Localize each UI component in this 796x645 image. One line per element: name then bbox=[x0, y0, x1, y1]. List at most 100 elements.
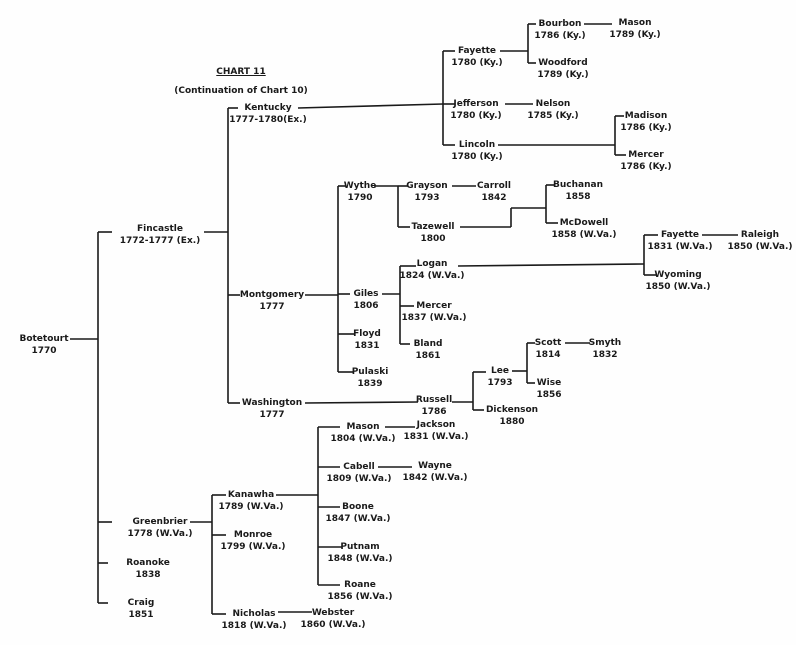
county-name: Tazewell bbox=[411, 222, 455, 232]
county-node-kanawha: Kanawha 1789 (W.Va.) bbox=[219, 489, 284, 513]
county-date: 1831 (W.Va.) bbox=[647, 242, 713, 252]
county-node-bland: Bland 1861 bbox=[414, 338, 443, 362]
county-node-carroll: Carroll 1842 bbox=[477, 180, 511, 204]
county-name: Logan bbox=[416, 259, 448, 269]
county-node-lincoln: Lincoln 1780 (Ky.) bbox=[451, 139, 502, 163]
county-node-monroe: Monroe 1799 (W.Va.) bbox=[221, 529, 286, 553]
county-date: 1786 (Ky.) bbox=[534, 31, 586, 41]
county-node-webster: Webster 1860 (W.Va.) bbox=[301, 607, 366, 631]
county-node-nelson: Nelson 1785 (Ky.) bbox=[527, 98, 578, 122]
county-date: 1800 bbox=[420, 234, 446, 244]
county-name: Carroll bbox=[477, 181, 511, 191]
county-date: 1809 (W.Va.) bbox=[326, 474, 392, 484]
chart-subtitle: (Continuation of Chart 10) bbox=[174, 86, 308, 96]
county-date: 1847 (W.Va.) bbox=[325, 514, 391, 524]
county-date: 1793 bbox=[487, 378, 513, 388]
county-node-botetourt: Botetourt 1770 bbox=[19, 333, 68, 357]
connector-line bbox=[297, 103, 444, 109]
county-date: 1880 bbox=[499, 417, 525, 427]
county-date: 1818 (W.Va.) bbox=[221, 621, 287, 631]
county-name: Dickenson bbox=[485, 405, 539, 415]
county-name: Smyth bbox=[588, 338, 622, 348]
county-node-grayson: Grayson 1793 bbox=[406, 180, 447, 204]
county-date: 1831 (W.Va.) bbox=[403, 432, 469, 442]
county-name: Putnam bbox=[340, 542, 380, 552]
county-name: Wise bbox=[536, 378, 562, 388]
county-date: 1780 (Ky.) bbox=[450, 111, 502, 121]
county-node-wayne: Wayne 1842 (W.Va.) bbox=[403, 460, 468, 484]
county-date: 1770 bbox=[31, 346, 57, 356]
county-date: 1804 (W.Va.) bbox=[330, 434, 396, 444]
county-date: 1786 (Ky.) bbox=[620, 162, 672, 172]
county-node-buchanan: Buchanan 1858 bbox=[553, 179, 603, 203]
county-date: 1777-1780(Ex.) bbox=[229, 115, 307, 125]
county-date: 1850 (W.Va.) bbox=[645, 282, 711, 292]
county-node-smyth: Smyth 1832 bbox=[589, 337, 621, 361]
county-node-washington: Washington 1777 bbox=[242, 397, 302, 421]
county-name: Nicholas bbox=[232, 609, 276, 619]
county-node-montgomery: Montgomery 1777 bbox=[240, 289, 304, 313]
county-name: Mason bbox=[618, 18, 652, 28]
county-date: 1793 bbox=[414, 193, 440, 203]
county-node-mason-wv: Mason 1804 (W.Va.) bbox=[331, 421, 396, 445]
county-name: McDowell bbox=[559, 218, 609, 228]
county-date: 1831 bbox=[354, 341, 380, 351]
county-date: 1790 bbox=[347, 193, 373, 203]
county-name: Giles bbox=[353, 289, 379, 299]
county-name: Raleigh bbox=[740, 230, 780, 240]
county-node-craig: Craig 1851 bbox=[128, 597, 155, 621]
county-date: 1824 (W.Va.) bbox=[399, 271, 465, 281]
county-node-cabell: Cabell 1809 (W.Va.) bbox=[327, 461, 392, 485]
county-node-giles: Giles 1806 bbox=[353, 288, 378, 312]
county-name: Kentucky bbox=[244, 103, 292, 113]
connector-line bbox=[457, 263, 645, 267]
county-node-putnam: Putnam 1848 (W.Va.) bbox=[328, 541, 393, 565]
county-node-floyd: Floyd 1831 bbox=[353, 328, 381, 352]
county-node-scott: Scott 1814 bbox=[535, 337, 562, 361]
county-node-wise: Wise 1856 bbox=[536, 377, 561, 401]
county-name: Craig bbox=[127, 598, 155, 608]
county-node-dickenson: Dickenson 1880 bbox=[486, 404, 538, 428]
county-date: 1806 bbox=[353, 301, 379, 311]
county-node-nicholas: Nicholas 1818 (W.Va.) bbox=[222, 608, 287, 632]
county-node-woodford: Woodford 1789 (Ky.) bbox=[537, 57, 588, 81]
county-name: Bourbon bbox=[538, 19, 582, 29]
county-node-roane: Roane 1856 (W.Va.) bbox=[328, 579, 393, 603]
county-node-wythe: Wythe 1790 bbox=[344, 180, 377, 204]
county-name: Woodford bbox=[538, 58, 588, 68]
county-date: 1850 (W.Va.) bbox=[727, 242, 793, 252]
county-node-wyoming: Wyoming 1850 (W.Va.) bbox=[646, 269, 711, 293]
county-date: 1858 bbox=[565, 192, 591, 202]
county-name: Roanoke bbox=[126, 558, 170, 568]
county-date: 1785 (Ky.) bbox=[527, 111, 579, 121]
county-name: Lee bbox=[491, 366, 509, 376]
county-node-roanoke: Roanoke 1838 bbox=[126, 557, 170, 581]
county-name: Mercer bbox=[416, 301, 452, 311]
connector-line bbox=[304, 401, 419, 404]
county-node-fayette-wv: Fayette 1831 (W.Va.) bbox=[648, 229, 713, 253]
county-node-bourbon: Bourbon 1786 (Ky.) bbox=[534, 18, 585, 42]
county-name: Wyoming bbox=[654, 270, 702, 280]
county-node-tazewell: Tazewell 1800 bbox=[412, 221, 455, 245]
county-node-jackson: Jackson 1831 (W.Va.) bbox=[404, 419, 469, 443]
county-node-greenbrier: Greenbrier 1778 (W.Va.) bbox=[128, 516, 193, 540]
county-name: Fayette bbox=[457, 46, 497, 56]
county-date: 1860 (W.Va.) bbox=[300, 620, 366, 630]
county-date: 1861 bbox=[415, 351, 441, 361]
county-date: 1786 (Ky.) bbox=[620, 123, 672, 133]
county-node-logan: Logan 1824 (W.Va.) bbox=[400, 258, 465, 282]
county-name: Scott bbox=[534, 338, 562, 348]
county-node-pulaski: Pulaski 1839 bbox=[352, 366, 389, 390]
county-date: 1789 (Ky.) bbox=[609, 30, 661, 40]
county-node-mcdowell: McDowell 1858 (W.Va.) bbox=[552, 217, 617, 241]
county-date: 1786 bbox=[421, 407, 447, 417]
county-node-raleigh: Raleigh 1850 (W.Va.) bbox=[728, 229, 793, 253]
county-name: Greenbrier bbox=[132, 517, 188, 527]
county-name: Cabell bbox=[343, 462, 375, 472]
county-date: 1839 bbox=[357, 379, 383, 389]
county-date: 1848 (W.Va.) bbox=[327, 554, 393, 564]
county-name: Wayne bbox=[418, 461, 452, 471]
county-node-madison: Madison 1786 (Ky.) bbox=[620, 110, 671, 134]
county-node-mercer-wv: Mercer 1837 (W.Va.) bbox=[402, 300, 467, 324]
